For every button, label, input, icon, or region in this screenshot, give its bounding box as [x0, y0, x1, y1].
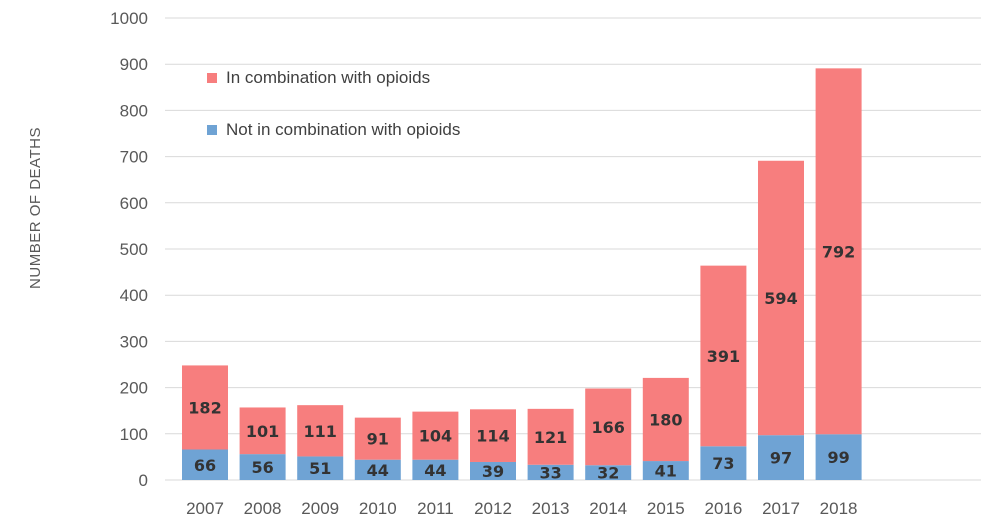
x-tick-label: 2007 [186, 499, 224, 518]
bar-opioid-2007 [182, 365, 228, 450]
bar-not-opioid-2017 [758, 435, 804, 480]
data-label: 32 [597, 464, 619, 483]
bar-opioid-2013 [527, 408, 574, 465]
data-label: 114 [476, 427, 509, 446]
data-label: 101 [246, 422, 279, 441]
data-label: 39 [482, 462, 504, 481]
bar-not-opioid-2008 [239, 454, 286, 480]
y-tick-label: 600 [120, 194, 148, 213]
y-tick-label: 700 [120, 148, 148, 167]
legend-swatch [207, 73, 217, 83]
y-axis-ticks: 0 100 200 300 400 500 600 700 800 900 1000 [110, 9, 148, 490]
bar-opioid-2011 [412, 411, 459, 460]
x-tick-label: 2009 [301, 499, 339, 518]
bar-opioid-2009 [297, 405, 344, 457]
legend-label: Not in combination with opioids [226, 120, 460, 139]
legend-label: In combination with opioids [226, 68, 430, 87]
data-label: 99 [827, 448, 849, 467]
x-tick-label: 2016 [704, 499, 742, 518]
y-tick-label: 100 [120, 425, 148, 444]
bar-opioid-2008 [239, 407, 286, 455]
data-label: 166 [591, 418, 624, 437]
y-axis-label: NUMBER OF DEATHS [27, 127, 44, 289]
bar-not-opioid-2011 [412, 459, 459, 480]
bar-opioid-2010 [354, 417, 401, 460]
data-label: 44 [367, 461, 389, 480]
bar-not-opioid-2012 [470, 461, 516, 480]
data-label: 91 [367, 430, 389, 449]
legend-swatch [207, 125, 217, 135]
data-label: 391 [707, 347, 740, 366]
bar-opioid-2016 [700, 265, 747, 447]
bar-not-opioid-2014 [585, 465, 632, 480]
bar-opioid-2018 [815, 68, 862, 435]
data-label: 44 [424, 461, 446, 480]
x-tick-label: 2017 [762, 499, 800, 518]
data-label: 121 [534, 428, 567, 447]
data-label: 33 [539, 463, 561, 482]
bar-opioid-2017 [758, 160, 804, 436]
bar-not-opioid-2016 [700, 446, 747, 480]
x-tick-label: 2011 [417, 499, 454, 518]
bar-opioid-2014 [585, 388, 632, 466]
data-label: 51 [309, 459, 331, 478]
bar-not-opioid-2018 [815, 434, 862, 480]
data-label: 73 [712, 454, 734, 473]
data-label: 180 [649, 410, 682, 429]
x-tick-label: 2008 [244, 499, 282, 518]
y-tick-label: 400 [120, 286, 148, 305]
data-label: 66 [194, 456, 216, 475]
x-tick-label: 2010 [359, 499, 397, 518]
data-label: 104 [419, 427, 452, 446]
x-tick-label: 2014 [589, 499, 627, 518]
y-tick-label: 500 [120, 240, 148, 259]
bar-opioid-2015 [642, 377, 689, 462]
x-tick-label: 2015 [647, 499, 685, 518]
data-label: 56 [251, 458, 273, 477]
bar-not-opioid-2009 [297, 456, 344, 480]
bar-not-opioid-2013 [527, 464, 574, 480]
y-tick-label: 1000 [110, 9, 148, 28]
data-label: 111 [303, 422, 336, 441]
bar-not-opioid-2007 [182, 449, 228, 480]
y-tick-label: 0 [139, 471, 148, 490]
x-tick-label: 2018 [820, 499, 858, 518]
x-tick-label: 2013 [532, 499, 570, 518]
data-label: 792 [822, 242, 855, 261]
legend: In combination with opioids Not in combin… [207, 68, 460, 139]
y-tick-label: 300 [120, 332, 148, 351]
bar-opioid-2012 [470, 409, 516, 462]
data-label: 97 [770, 449, 792, 468]
bars: 66 182 56 101 51 111 44 91 44 104 39 114 33 121 32 166 4… [182, 68, 862, 483]
y-tick-label: 800 [120, 101, 148, 120]
x-tick-label: 2012 [474, 499, 512, 518]
data-label: 41 [655, 462, 677, 481]
bar-not-opioid-2010 [354, 459, 401, 480]
y-tick-label: 900 [120, 55, 148, 74]
data-label: 182 [188, 398, 221, 417]
y-tick-label: 200 [120, 379, 148, 398]
x-axis-ticks: 2007 2008 2009 2010 2011 2012 2013 2014 2015 2016… [186, 499, 857, 518]
data-label: 594 [764, 289, 797, 308]
bar-not-opioid-2015 [642, 461, 689, 480]
